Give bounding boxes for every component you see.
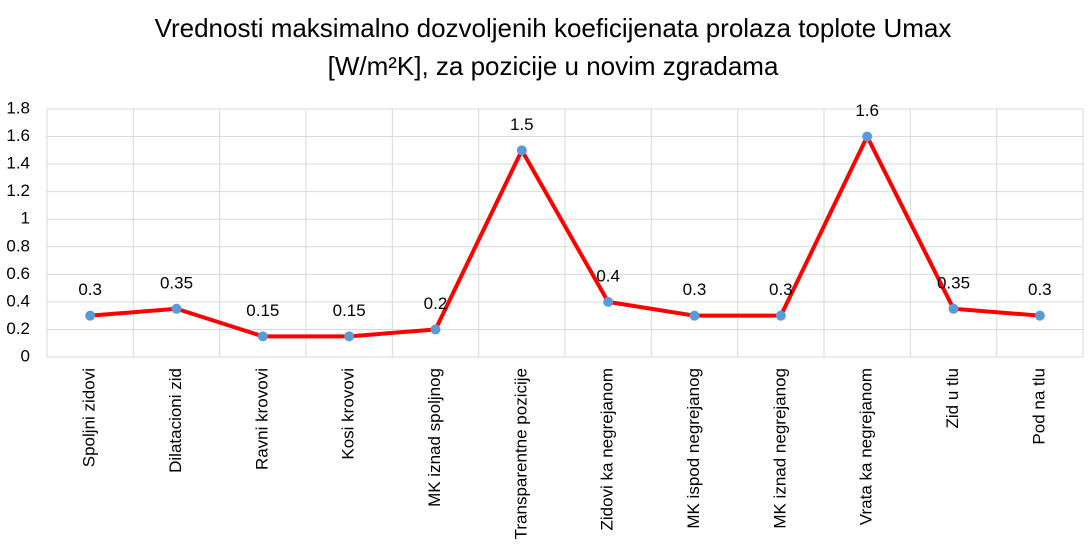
x-tick-label: Dilatacioni zid xyxy=(166,368,185,473)
y-tick-label: 1.4 xyxy=(6,154,30,173)
data-point xyxy=(85,310,96,321)
x-tick-label: Zidovi ka negrejanom xyxy=(598,368,617,531)
x-tick-label: Zid u tlu xyxy=(943,368,962,428)
data-point xyxy=(1034,310,1045,321)
x-tick-label: Vrata ka negrejanom xyxy=(857,368,876,525)
y-tick-label: 0.8 xyxy=(6,236,30,255)
data-point xyxy=(689,310,700,321)
data-line xyxy=(90,134,1040,339)
x-tick-label: MK iznad spoljnog xyxy=(425,368,444,507)
x-tick-label: MK iznad negrejanog xyxy=(770,368,789,529)
y-tick-label: 1.2 xyxy=(6,181,30,200)
y-tick-label: 0.4 xyxy=(6,291,30,310)
x-tick-label: Ravni krovovi xyxy=(252,368,271,470)
data-label: 0.3 xyxy=(769,280,793,299)
x-tick-label: Kosi krovovi xyxy=(339,368,358,460)
data-label: 0.15 xyxy=(246,301,279,320)
data-label: 0.35 xyxy=(937,273,970,292)
x-tick-label: MK ispod negrejanog xyxy=(684,368,703,529)
data-label: 0.35 xyxy=(160,273,193,292)
data-point xyxy=(344,331,355,342)
y-tick-label: 0 xyxy=(21,346,30,365)
data-label: 0.4 xyxy=(596,266,620,285)
y-tick-label: 0.6 xyxy=(6,264,30,283)
data-label: 0.3 xyxy=(78,280,102,299)
data-point xyxy=(257,331,268,342)
data-point xyxy=(430,324,441,335)
x-tick-label: Pod na tlu xyxy=(1029,368,1048,445)
y-tick-label: 1.8 xyxy=(6,98,30,117)
data-point xyxy=(516,145,527,156)
x-tick-label: Transparentne pozicije xyxy=(511,368,530,539)
chart-title: Vrednosti maksimalno dozvoljenih koefici… xyxy=(155,13,952,43)
chart-title: [W/m²K], za pozicije u novim zgradama xyxy=(328,51,779,81)
data-label: 0.3 xyxy=(683,280,707,299)
data-point xyxy=(948,303,959,314)
data-label: 0.2 xyxy=(424,294,448,313)
data-label: 0.3 xyxy=(1028,280,1052,299)
data-point xyxy=(171,303,182,314)
data-point xyxy=(775,310,786,321)
data-point xyxy=(603,296,614,307)
data-label: 1.5 xyxy=(510,115,534,134)
data-point xyxy=(862,131,873,142)
y-tick-label: 1.6 xyxy=(6,126,30,145)
x-tick-label: Spoljni zidovi xyxy=(80,368,99,467)
data-label: 1.6 xyxy=(855,101,879,120)
data-label: 0.15 xyxy=(333,301,366,320)
y-tick-label: 0.2 xyxy=(6,319,30,338)
y-tick-label: 1 xyxy=(21,209,30,228)
